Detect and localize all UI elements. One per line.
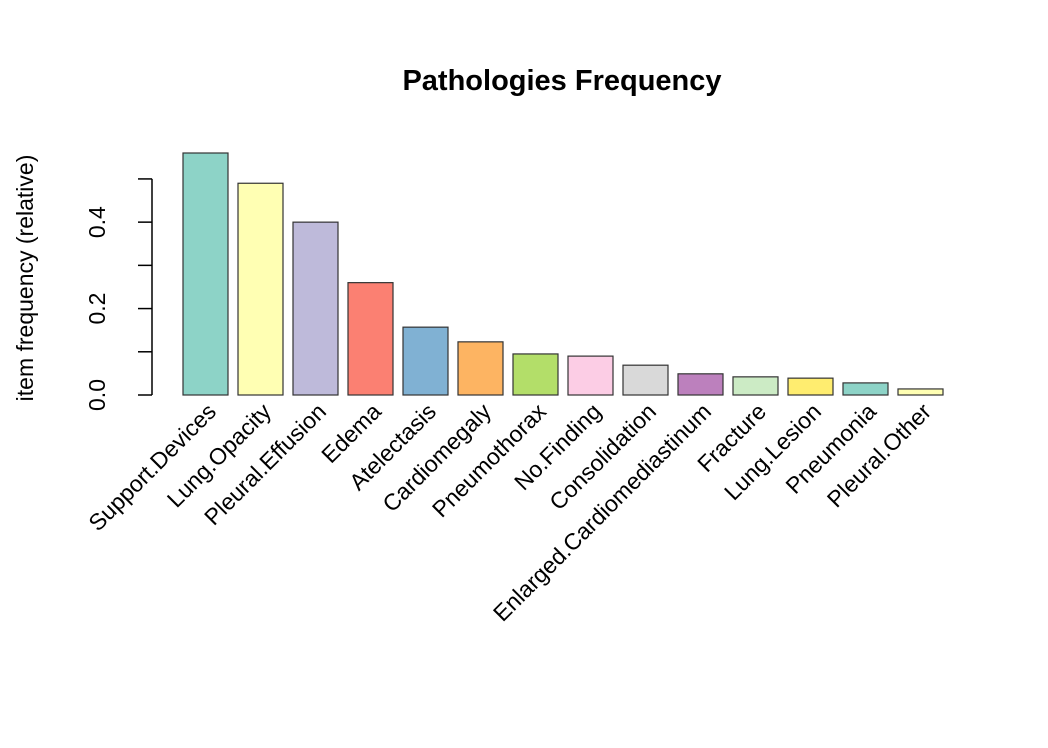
bar [622,364,669,396]
y-tick-label: 0.4 [84,206,110,238]
bar [402,326,449,396]
bar [347,282,394,396]
bar [292,221,339,396]
bar [237,182,284,396]
bar [787,377,834,396]
bar [842,382,889,396]
bar [182,152,229,396]
bar [732,376,779,396]
y-tick-label: 0.0 [84,379,110,411]
bar [512,353,559,396]
y-tick-label: 0.2 [84,293,110,325]
chart-title: Pathologies Frequency [402,65,721,97]
bar [567,355,614,396]
bar [897,388,944,396]
bar [677,373,724,396]
bar [457,341,504,396]
y-axis-label: item frequency (relative) [12,155,38,402]
